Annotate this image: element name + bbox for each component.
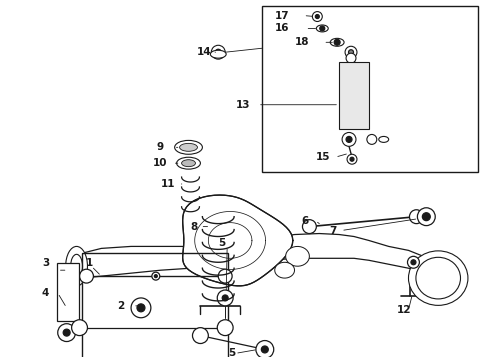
Circle shape (320, 26, 325, 31)
Text: 9: 9 (157, 142, 164, 152)
Circle shape (334, 39, 340, 45)
Ellipse shape (174, 140, 202, 154)
Text: 12: 12 (396, 305, 411, 315)
Ellipse shape (210, 50, 226, 58)
Text: 4: 4 (42, 288, 49, 298)
Circle shape (422, 213, 430, 221)
Circle shape (261, 346, 269, 353)
Circle shape (411, 260, 416, 265)
Circle shape (131, 298, 151, 318)
Ellipse shape (416, 257, 461, 299)
Circle shape (316, 14, 319, 18)
Circle shape (302, 220, 317, 234)
Text: 8: 8 (191, 222, 198, 231)
Text: 18: 18 (294, 37, 309, 47)
Ellipse shape (317, 25, 328, 32)
Circle shape (79, 269, 94, 283)
Text: 7: 7 (329, 226, 337, 235)
Circle shape (58, 324, 75, 342)
Text: 5: 5 (228, 348, 235, 359)
Ellipse shape (71, 255, 82, 278)
Circle shape (215, 49, 221, 55)
Circle shape (152, 272, 160, 280)
Circle shape (256, 341, 274, 358)
Ellipse shape (176, 157, 200, 169)
Circle shape (408, 256, 419, 268)
Circle shape (63, 329, 70, 336)
Circle shape (217, 290, 233, 306)
Text: 13: 13 (236, 100, 250, 110)
Text: 10: 10 (153, 158, 168, 168)
Circle shape (218, 269, 232, 283)
Circle shape (154, 275, 157, 278)
Circle shape (312, 12, 322, 22)
Circle shape (193, 328, 208, 343)
Circle shape (346, 53, 356, 63)
Circle shape (348, 50, 353, 55)
Text: 3: 3 (42, 258, 49, 268)
Circle shape (417, 208, 435, 226)
Text: 2: 2 (117, 301, 124, 311)
Ellipse shape (66, 246, 87, 286)
Circle shape (137, 304, 145, 312)
Circle shape (342, 132, 356, 147)
Bar (81, 253, 228, 360)
Text: 5: 5 (218, 238, 225, 248)
Circle shape (211, 45, 225, 59)
Bar (57, 263, 78, 321)
Text: 16: 16 (275, 23, 289, 33)
Ellipse shape (182, 160, 196, 167)
Circle shape (350, 157, 354, 161)
Ellipse shape (180, 143, 197, 151)
Text: 17: 17 (275, 10, 290, 21)
Text: 1: 1 (85, 258, 93, 268)
Circle shape (367, 134, 377, 144)
Text: 15: 15 (316, 152, 330, 162)
Circle shape (347, 154, 357, 164)
Ellipse shape (409, 251, 468, 305)
Polygon shape (275, 262, 294, 278)
Circle shape (222, 295, 228, 301)
Circle shape (346, 136, 352, 143)
Text: 6: 6 (301, 216, 309, 226)
Ellipse shape (330, 39, 344, 46)
Polygon shape (183, 195, 293, 286)
Text: 14: 14 (196, 47, 211, 57)
Circle shape (345, 46, 357, 58)
Circle shape (410, 210, 423, 224)
Polygon shape (286, 247, 309, 266)
Bar (339, 62, 369, 130)
Circle shape (217, 320, 233, 336)
Circle shape (72, 320, 87, 336)
Ellipse shape (379, 136, 389, 143)
Bar (262, 6, 478, 172)
Text: 11: 11 (161, 179, 175, 189)
